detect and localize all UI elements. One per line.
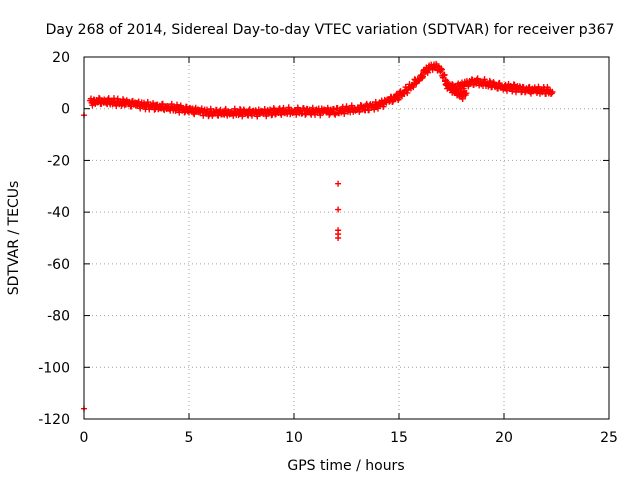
secondary-branch-point bbox=[463, 90, 470, 97]
main-trace-point bbox=[481, 76, 488, 83]
outliers-point bbox=[335, 180, 342, 187]
y-tick-label: -120 bbox=[38, 412, 70, 428]
main-trace-point bbox=[341, 110, 348, 117]
grid-layer bbox=[84, 57, 609, 419]
main-trace-point bbox=[230, 112, 237, 119]
y-tick-label: 20 bbox=[52, 50, 70, 66]
main-trace-point bbox=[419, 73, 426, 80]
x-tick-label: 15 bbox=[390, 430, 408, 446]
data-layer bbox=[81, 60, 556, 412]
x-tick-label: 10 bbox=[285, 430, 303, 446]
x-axis-label: GPS time / hours bbox=[287, 458, 404, 474]
main-trace-point bbox=[404, 89, 411, 97]
tick-layer: 0 5 10 15 20 25 -120 -100 -80 -60 -40 -20 0 20 bbox=[38, 50, 618, 446]
main-trace-point bbox=[393, 90, 400, 98]
main-trace-point bbox=[317, 111, 324, 119]
y-tick-label: -80 bbox=[47, 309, 70, 325]
y-tick-label: -20 bbox=[47, 153, 70, 169]
main-trace-point bbox=[438, 66, 445, 73]
y-tick-label: -40 bbox=[47, 205, 70, 221]
y-tick-label: -60 bbox=[47, 257, 70, 273]
x-tick-label: 25 bbox=[600, 430, 618, 446]
main-trace-point bbox=[183, 103, 190, 111]
main-trace-point bbox=[215, 112, 222, 119]
main-trace-point bbox=[222, 105, 229, 113]
x-tick-label: 20 bbox=[495, 430, 513, 446]
y-axis-label: SDTVAR / TECUs bbox=[6, 181, 22, 296]
chart-title: Day 268 of 2014, Sidereal Day-to-day VTE… bbox=[46, 22, 615, 38]
outliers-point bbox=[335, 235, 342, 241]
y-tick-label: 0 bbox=[61, 102, 70, 118]
main-trace-point bbox=[254, 113, 261, 120]
main-trace-point bbox=[371, 106, 378, 113]
main-trace-point bbox=[549, 88, 556, 96]
main-trace-point bbox=[511, 81, 518, 89]
x-tick-label: 5 bbox=[185, 430, 194, 446]
y-tick-label: -100 bbox=[38, 360, 70, 376]
main-trace-point bbox=[330, 105, 337, 113]
main-trace-point bbox=[441, 71, 448, 79]
x-tick-label: 0 bbox=[80, 430, 89, 446]
main-trace-point bbox=[374, 105, 382, 112]
outliers-point bbox=[335, 206, 342, 213]
main-trace-point bbox=[119, 96, 127, 103]
plot-frame bbox=[83, 56, 610, 420]
main-trace-point bbox=[474, 75, 481, 82]
main-trace-point bbox=[401, 90, 408, 98]
main-trace-point bbox=[198, 105, 205, 112]
main-trace-point bbox=[285, 104, 292, 111]
